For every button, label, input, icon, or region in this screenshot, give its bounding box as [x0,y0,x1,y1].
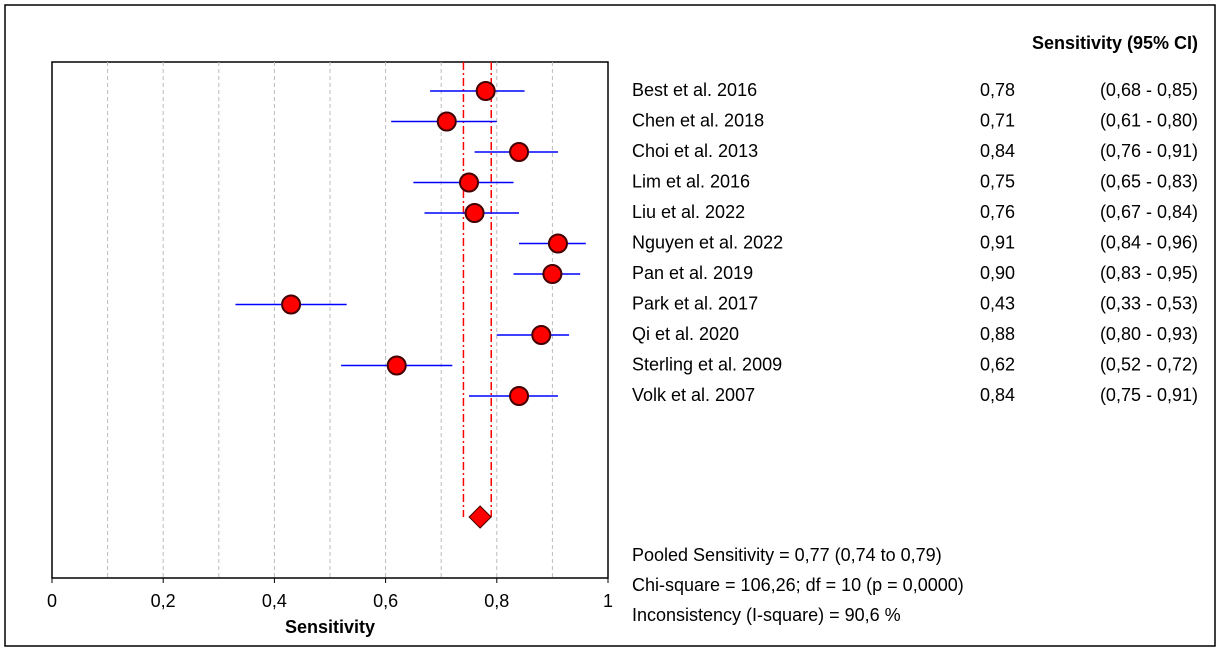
ci-label: (0,75 - 0,91) [1100,385,1198,405]
ci-label: (0,80 - 0,93) [1100,324,1198,344]
ci-label: (0,68 - 0,85) [1100,80,1198,100]
point [436,111,457,132]
ci-label: (0,52 - 0,72) [1100,354,1198,374]
value-label: 0,78 [980,80,1015,100]
value-label: 0,91 [980,232,1015,252]
point [386,355,407,376]
outer-border [4,4,1216,647]
study-label: Choi et al. 2013 [632,141,758,161]
value-label: 0,71 [980,110,1015,130]
point [531,325,552,345]
study-label: Nguyen et al. 2022 [632,232,783,252]
study-label: Lim et al. 2016 [632,171,750,191]
annotation: Inconsistency (I-square) = 90,6 % [632,605,901,625]
study-label: Volk et al. 2007 [632,385,755,405]
point [547,233,568,254]
study-label: Pan et al. 2019 [632,263,753,283]
point [542,264,563,284]
study-label: Liu et al. 2022 [632,202,745,222]
point [281,294,302,315]
value-label: 0,84 [980,385,1015,405]
point [509,386,530,406]
x-axis-label: Sensitivity [285,617,375,637]
value-label: 0,43 [980,293,1015,313]
ci-label: (0,61 - 0,80) [1100,110,1198,130]
value-label: 0,90 [980,263,1015,283]
ci-label: (0,84 - 0,96) [1100,232,1198,252]
study-label: Best et al. 2016 [632,80,757,100]
x-tick-label: 0,8 [484,591,509,611]
ci-label: (0,83 - 0,95) [1100,263,1198,283]
x-tick-label: 0,4 [262,591,287,611]
annotation: Pooled Sensitivity = 0,77 (0,74 to 0,79) [632,545,942,565]
x-tick-label: 1 [603,591,613,611]
point [509,142,530,162]
ci-label: (0,67 - 0,84) [1100,202,1198,222]
value-label: 0,75 [980,171,1015,191]
annotation: Chi-square = 106,26; df = 10 (p = 0,0000… [632,575,964,595]
ci-label: (0,33 - 0,53) [1100,293,1198,313]
pooled-diamond [468,505,492,529]
study-label: Sterling et al. 2009 [632,354,782,374]
point [475,81,496,101]
value-label: 0,76 [980,202,1015,222]
study-label: Qi et al. 2020 [632,324,739,344]
x-tick-label: 0,2 [151,591,176,611]
ci-label: (0,76 - 0,91) [1100,141,1198,161]
column-header: Sensitivity (95% CI) [1032,33,1198,53]
value-label: 0,62 [980,354,1015,374]
value-label: 0,84 [980,141,1015,161]
study-label: Chen et al. 2018 [632,110,764,130]
value-label: 0,88 [980,324,1015,344]
x-tick-label: 0 [47,591,57,611]
point [464,203,485,223]
study-label: Park et al. 2017 [632,293,758,313]
point [459,172,479,193]
x-tick-label: 0,6 [373,591,398,611]
ci-label: (0,65 - 0,83) [1100,171,1198,191]
